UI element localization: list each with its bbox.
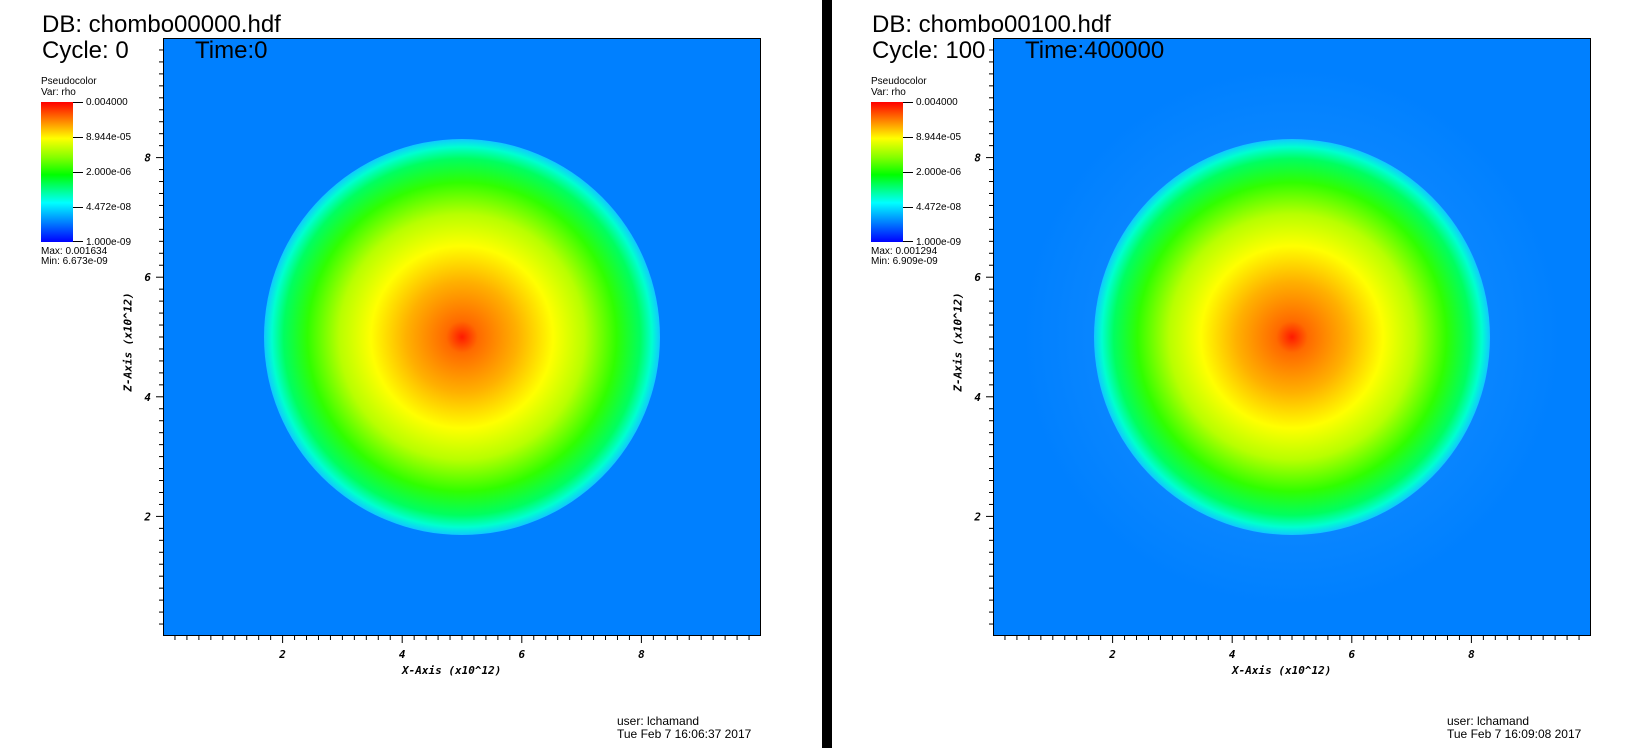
colorbar-tick	[903, 207, 913, 208]
footer-date: Tue Feb 7 16:06:37 2017	[617, 727, 752, 741]
x-tick-label: 2	[1108, 648, 1116, 661]
x-tick-label: 4	[399, 648, 406, 661]
colorbar-legend: Pseudocolor Var: rho 0.004000 8.944e-05 …	[41, 76, 161, 276]
colorbar-tick-label: 2.000e-06	[916, 167, 962, 178]
legend-var: Var: rho	[871, 87, 906, 98]
heatmap-plot	[163, 38, 761, 636]
panel-divider	[822, 0, 832, 748]
footer-date: Tue Feb 7 16:09:08 2017	[1447, 727, 1582, 741]
legend-min: Min: 6.673e-09	[41, 256, 108, 267]
legend-max: Max: 0.001634	[41, 246, 108, 257]
colorbar-tick-label: 4.472e-08	[916, 202, 962, 213]
footer-user: user: lchamand	[617, 714, 700, 728]
legend-title: Pseudocolor	[41, 76, 97, 87]
colorbar-tick-label: 8.944e-05	[916, 132, 962, 143]
time-label: Time:400000	[1025, 37, 1165, 64]
cycle-label: Cycle: 100	[872, 37, 986, 64]
y-axis-title: Z-Axis (x10^12)	[951, 292, 965, 392]
y-tick-label: 2	[973, 510, 981, 523]
heatmap-svg	[1022, 67, 1562, 607]
db-title: DB: chombo00100.hdf	[872, 11, 1111, 38]
density-disk	[1094, 139, 1490, 535]
x-tick-label: 6	[518, 648, 525, 661]
x-axis-title: X-Axis (x10^12)	[402, 664, 502, 677]
colorbar-tick	[73, 207, 83, 208]
colorbar-tick	[73, 102, 83, 103]
colorbar-tick-label: 1.000e-09	[916, 237, 962, 248]
footer-user: user: lchamand	[1447, 714, 1530, 728]
y-tick-label: 4	[144, 391, 151, 404]
colorbar-tick-label: 0.004000	[86, 97, 128, 108]
colorbar-tick-label: 2.000e-06	[86, 167, 132, 178]
colorbar	[41, 102, 73, 242]
plot-panel-left: DB: chombo00000.hdf Cycle: 0 Time:0 Pseu…	[0, 0, 780, 748]
x-tick-label: 8	[638, 648, 645, 661]
plot-panel-right: DB: chombo00100.hdf Cycle: 100 Time:4000…	[830, 0, 1610, 748]
colorbar-legend: Pseudocolor Var: rho 0.004000 8.944e-05 …	[871, 76, 991, 276]
y-axis-title: Z-Axis (x10^12)	[121, 292, 135, 392]
colorbar-tick-label: 1.000e-09	[86, 237, 132, 248]
heatmap-plot	[993, 38, 1591, 636]
heatmap-svg	[264, 139, 660, 535]
x-tick-label: 6	[1348, 648, 1355, 661]
legend-min: Min: 6.909e-09	[871, 256, 938, 267]
legend-title: Pseudocolor	[871, 76, 927, 87]
colorbar-tick	[903, 102, 913, 103]
colorbar-tick	[73, 172, 83, 173]
x-tick-label: 8	[1468, 648, 1475, 661]
x-tick-label: 2	[278, 648, 286, 661]
x-axis-title: X-Axis (x10^12)	[1232, 664, 1332, 677]
y-tick-label: 4	[974, 391, 981, 404]
colorbar-tick-label: 8.944e-05	[86, 132, 132, 143]
legend-var: Var: rho	[41, 87, 76, 98]
y-tick-label: 2	[143, 510, 151, 523]
colorbar-tick	[903, 172, 913, 173]
cycle-label: Cycle: 0	[42, 37, 129, 64]
colorbar-tick-label: 4.472e-08	[86, 202, 132, 213]
colorbar-tick	[903, 137, 913, 138]
time-label: Time:0	[195, 37, 268, 64]
colorbar-tick	[903, 241, 913, 242]
colorbar-tick	[73, 241, 83, 242]
density-disk	[264, 139, 660, 535]
colorbar	[871, 102, 903, 242]
x-tick-label: 4	[1229, 648, 1236, 661]
colorbar-tick	[73, 137, 83, 138]
legend-max: Max: 0.001294	[871, 246, 938, 257]
db-title: DB: chombo00000.hdf	[42, 11, 281, 38]
colorbar-tick-label: 0.004000	[916, 97, 958, 108]
